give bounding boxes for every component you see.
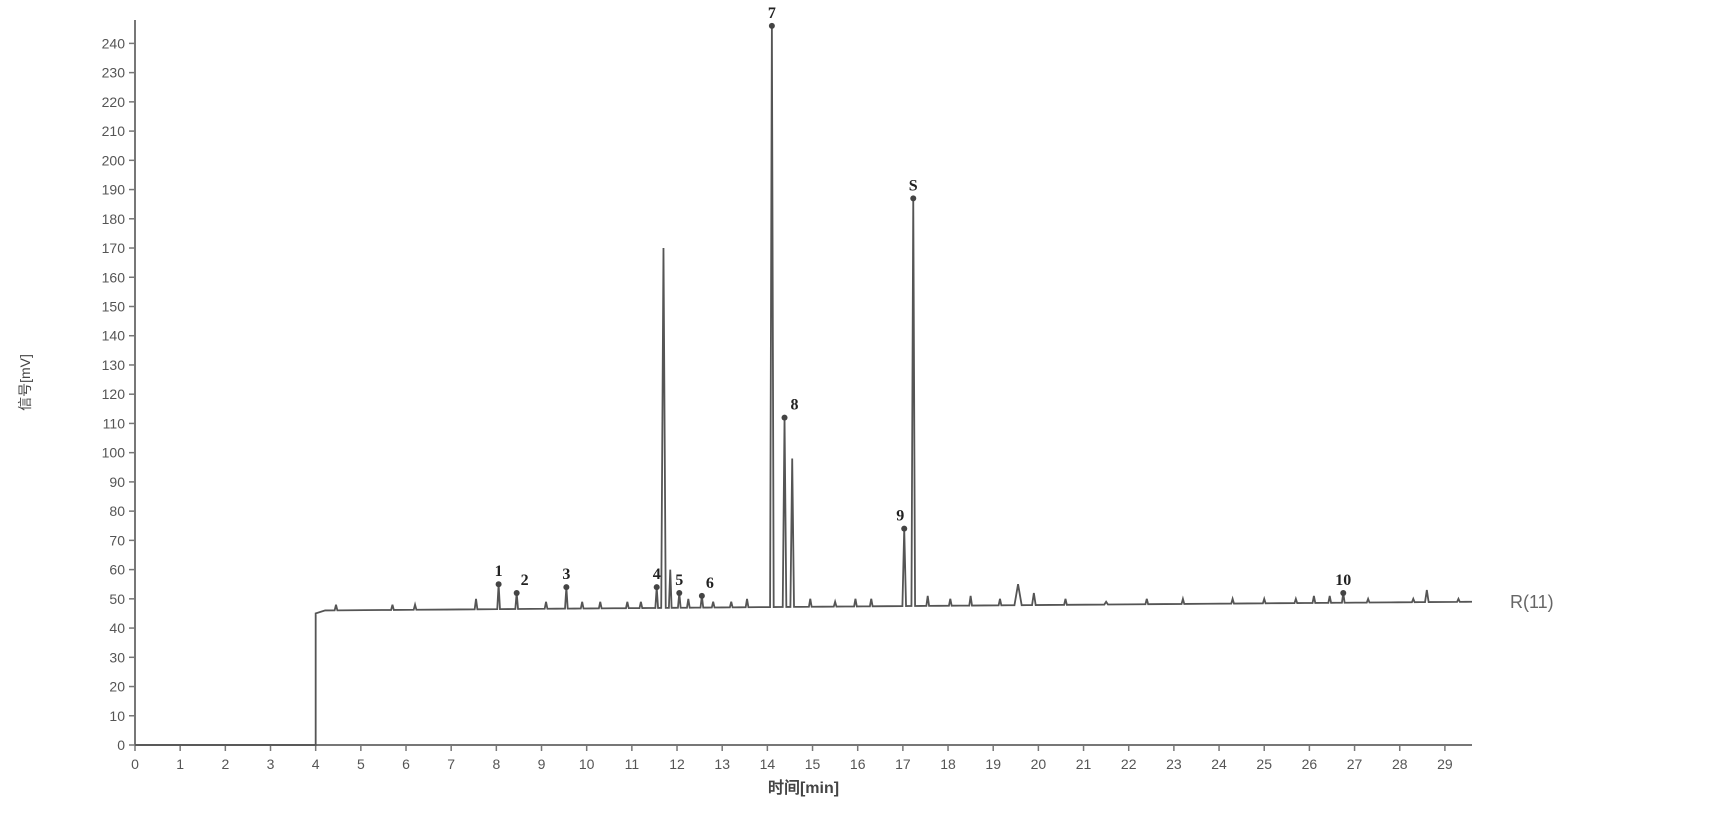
x-tick-label: 29: [1437, 756, 1453, 772]
x-tick-label: 18: [940, 756, 956, 772]
y-tick-label: 50: [109, 591, 125, 607]
y-tick-label: 170: [102, 240, 126, 256]
peak-label: 9: [896, 508, 904, 525]
chromatogram-svg: 0102030405060708090100110120130140150160…: [0, 0, 1736, 835]
y-tick-label: 130: [102, 357, 126, 373]
peak-label: S: [909, 177, 918, 194]
x-tick-label: 28: [1392, 756, 1408, 772]
x-tick-label: 13: [714, 756, 730, 772]
x-tick-label: 19: [985, 756, 1001, 772]
trace-label: R(11): [1510, 592, 1554, 612]
peak-marker: [910, 195, 916, 201]
x-tick-label: 3: [267, 756, 275, 772]
peak-label: 5: [675, 572, 683, 589]
peak-label: 1: [495, 563, 503, 580]
y-tick-label: 160: [102, 269, 126, 285]
peak-marker: [901, 526, 907, 532]
x-tick-label: 6: [402, 756, 410, 772]
x-tick-label: 1: [176, 756, 184, 772]
peak-label: 8: [791, 397, 799, 414]
y-tick-label: 60: [109, 562, 125, 578]
peak-label: 7: [768, 5, 776, 22]
y-tick-label: 30: [109, 649, 125, 665]
x-tick-label: 10: [579, 756, 595, 772]
y-tick-label: 180: [102, 211, 126, 227]
x-tick-label: 4: [312, 756, 320, 772]
peak-marker: [654, 584, 660, 590]
x-tick-label: 17: [895, 756, 911, 772]
x-tick-label: 2: [221, 756, 229, 772]
x-tick-label: 0: [131, 756, 139, 772]
x-tick-label: 8: [492, 756, 500, 772]
x-tick-label: 27: [1347, 756, 1363, 772]
y-tick-label: 220: [102, 94, 126, 110]
peak-label: 2: [521, 572, 529, 589]
x-tick-label: 5: [357, 756, 365, 772]
y-tick-label: 90: [109, 474, 125, 490]
x-tick-label: 15: [805, 756, 821, 772]
y-tick-label: 240: [102, 35, 126, 51]
x-tick-label: 25: [1256, 756, 1272, 772]
peak-marker: [676, 590, 682, 596]
y-tick-label: 70: [109, 532, 125, 548]
y-tick-label: 230: [102, 65, 126, 81]
x-tick-label: 12: [669, 756, 685, 772]
peak-label: 6: [706, 575, 714, 592]
x-tick-label: 24: [1211, 756, 1227, 772]
y-tick-label: 0: [117, 737, 125, 753]
x-tick-label: 16: [850, 756, 866, 772]
y-tick-label: 190: [102, 182, 126, 198]
x-tick-label: 14: [760, 756, 776, 772]
y-tick-label: 20: [109, 679, 125, 695]
y-tick-label: 80: [109, 503, 125, 519]
y-tick-label: 200: [102, 152, 126, 168]
peak-marker: [699, 593, 705, 599]
x-tick-label: 26: [1302, 756, 1318, 772]
peak-marker: [769, 23, 775, 29]
chromatogram-chart: { "chart": { "type": "chromatogram", "wi…: [0, 0, 1736, 835]
y-tick-label: 110: [103, 415, 126, 431]
x-axis-title: 时间[min]: [768, 778, 839, 797]
y-tick-label: 120: [102, 386, 126, 402]
x-tick-label: 9: [538, 756, 546, 772]
peak-marker: [782, 415, 788, 421]
peak-marker: [496, 581, 502, 587]
y-tick-label: 100: [102, 445, 126, 461]
peak-label: 3: [562, 566, 570, 583]
x-tick-label: 20: [1031, 756, 1047, 772]
x-tick-label: 23: [1166, 756, 1182, 772]
y-tick-label: 210: [102, 123, 126, 139]
peak-label: 10: [1335, 572, 1351, 589]
y-tick-label: 150: [102, 298, 126, 314]
y-axis-title: 信号[mV]: [17, 354, 33, 411]
y-tick-label: 40: [109, 620, 125, 636]
peak-label: 4: [653, 566, 661, 583]
x-tick-label: 11: [625, 756, 640, 772]
x-tick-label: 22: [1121, 756, 1137, 772]
peak-marker: [1340, 590, 1346, 596]
y-tick-label: 10: [109, 708, 125, 724]
x-tick-label: 21: [1076, 756, 1092, 772]
y-tick-label: 140: [102, 328, 126, 344]
peak-marker: [514, 590, 520, 596]
x-tick-label: 7: [447, 756, 455, 772]
peak-marker: [563, 584, 569, 590]
